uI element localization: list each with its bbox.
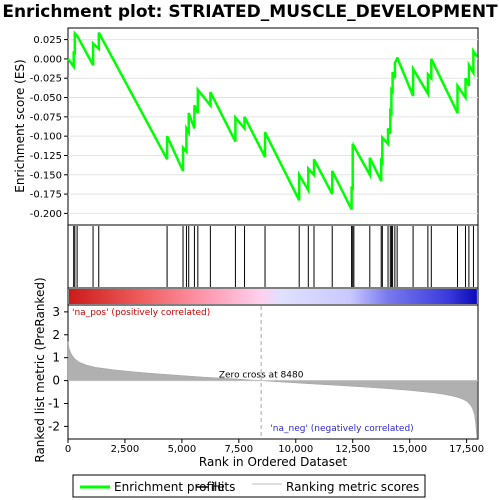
chart-title: Enrichment plot: STRIATED_MUSCLE_DEVELOP… [2, 2, 498, 22]
x-tick-label: 15,000 [392, 444, 427, 455]
es-y-tick-label: 0.025 [33, 35, 62, 46]
x-tick-label: 7,500 [225, 444, 254, 455]
es-y-axis-label: Enrichment score (ES) [13, 59, 27, 192]
metric-y-tick-label: -2 [48, 419, 60, 433]
es-y-tick-label: -0.150 [30, 170, 62, 181]
x-tick-label: 0 [65, 444, 71, 455]
x-axis-label: Rank in Ordered Dataset [199, 455, 347, 469]
negative-correlation-label: 'na_neg' (negatively correlated) [270, 424, 413, 434]
es-y-tick-label: -0.200 [30, 209, 62, 220]
enrichment-profile-line [66, 30, 478, 211]
es-y-tick-label: -0.050 [30, 93, 62, 104]
hits-panel-frame [67, 224, 479, 289]
x-tick-label: 5,000 [168, 444, 197, 455]
legend-label: Hits [212, 480, 235, 494]
metric-y-tick-label: 1 [52, 351, 60, 365]
es-y-tick-label: -0.175 [30, 190, 62, 201]
legend-label: Enrichment profile [114, 480, 225, 494]
x-tick-label: 17,500 [449, 444, 484, 455]
es-panel-frame [67, 27, 479, 226]
metric-y-axis-label: Ranked list metric (PreRanked) [33, 277, 47, 462]
zero-cross-label: Zero cross at 8480 [219, 371, 304, 381]
es-y-tick-label: -0.025 [30, 74, 62, 85]
legend-box [72, 474, 426, 498]
metric-y-tick-label: -1 [48, 396, 60, 410]
metric-y-tick-label: 0 [52, 374, 60, 388]
es-y-tick-label: -0.125 [30, 151, 62, 162]
es-y-tick-label: -0.100 [30, 132, 62, 143]
ranking-metric-area [67, 341, 478, 438]
positive-correlation-label: 'na_pos' (positively correlated) [72, 308, 210, 318]
x-tick-label: 10,000 [278, 444, 313, 455]
es-y-tick-label: -0.075 [30, 112, 62, 123]
x-tick-label: 12,500 [335, 444, 370, 455]
legend-label: Ranking metric scores [286, 480, 419, 494]
ranking-color-bar [69, 289, 477, 304]
metric-y-tick-label: 2 [52, 328, 60, 342]
x-tick-label: 2,500 [111, 444, 140, 455]
es-y-tick-label: 0.000 [33, 54, 62, 65]
metric-y-tick-label: 3 [52, 305, 60, 319]
